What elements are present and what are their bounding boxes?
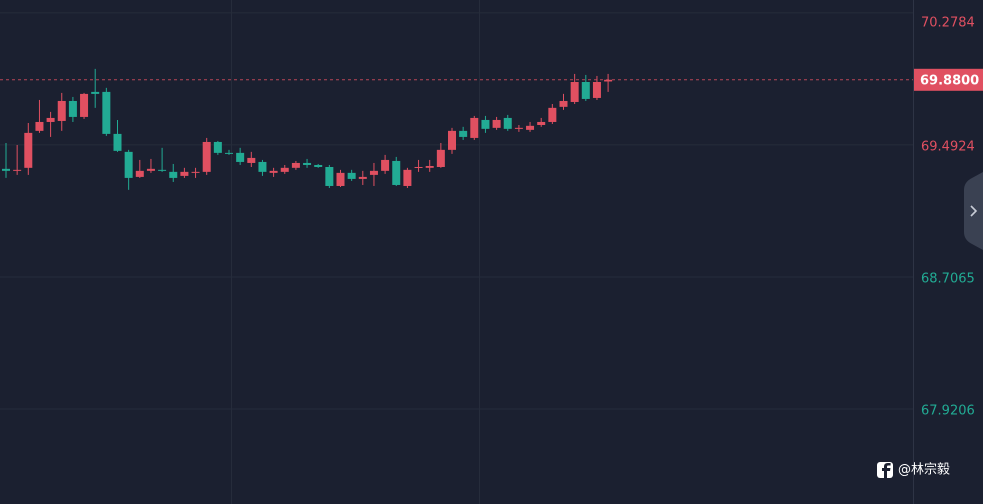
candle-body (548, 107, 557, 122)
candle-body (347, 172, 356, 179)
candle-body (291, 162, 300, 168)
candle-body (91, 91, 100, 94)
candle-body (336, 172, 345, 186)
candle-body (46, 117, 55, 122)
candle-body (135, 170, 144, 177)
candle-body (392, 160, 401, 185)
candle-body (470, 117, 479, 138)
candle-body (604, 79, 613, 82)
candle-body (514, 127, 523, 129)
candle-body (202, 141, 211, 172)
candle-body (35, 121, 44, 131)
candle-body (2, 168, 10, 171)
candle-body (570, 81, 579, 102)
watermark: @林宗毅 (877, 462, 950, 478)
candle-body (57, 100, 66, 121)
candle-body (592, 81, 601, 98)
y-tick-label: 69.4924 (921, 139, 975, 154)
y-tick-label: 68.7065 (921, 271, 975, 286)
candle-body (314, 164, 323, 167)
candle-body (80, 93, 89, 117)
candle-body (269, 170, 278, 173)
candle-body (13, 169, 22, 171)
candle-body (414, 166, 423, 168)
last-price-tag (914, 68, 983, 91)
candle-body (68, 100, 77, 117)
candle-body (503, 117, 512, 129)
candle-body (102, 91, 111, 134)
candle-body (481, 119, 490, 129)
candle-body (448, 130, 456, 150)
candle-body (236, 152, 245, 162)
candle-body (146, 168, 155, 171)
candle-body (247, 157, 256, 163)
last-price-label: 69.8800 (920, 73, 979, 88)
candle-body (124, 151, 133, 178)
candle-body (425, 165, 434, 168)
candle-body (403, 169, 412, 186)
candle-body (559, 100, 568, 107)
candle-body (436, 149, 445, 167)
candle-body (492, 119, 501, 128)
candle-body (180, 171, 189, 176)
candle-body (225, 152, 233, 154)
candle-body (381, 159, 390, 171)
candle-body (169, 171, 178, 178)
candle-body (369, 170, 378, 175)
candle-body (303, 162, 312, 165)
candle-body (258, 161, 267, 172)
candle-body (526, 125, 535, 130)
candle-body (158, 169, 167, 171)
candle-body (280, 167, 289, 172)
watermark-text: @林宗毅 (898, 462, 950, 478)
candle-body (191, 171, 200, 173)
y-tick-label: 67.9206 (921, 403, 975, 418)
candle-body (581, 81, 590, 99)
candle-body (537, 121, 546, 125)
candle-body (459, 130, 468, 137)
candle-body (113, 133, 122, 151)
candle-body (358, 176, 367, 179)
y-tick-label: 70.2784 (921, 16, 975, 31)
candle-body (325, 166, 334, 186)
candle-body (213, 141, 222, 153)
side-tab[interactable] (964, 172, 983, 250)
candle-body (24, 132, 33, 168)
